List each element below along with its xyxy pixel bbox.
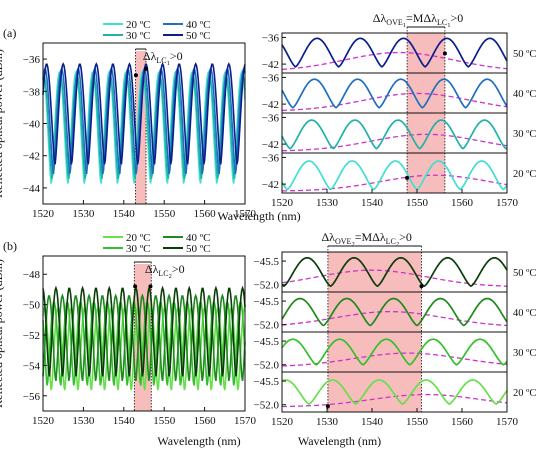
legend-entry-2: 30 ºC — [126, 30, 151, 42]
marker-point-3 — [326, 404, 330, 408]
panel-b-right: −45.5 −52.0 50 ºC −45.5 −52.0 40 ºC −45.5 −52.0… — [254, 230, 537, 428]
x-tick-label-0: 1520 — [271, 416, 294, 428]
y-axis-label: Reflected optical power (dBm) — [0, 259, 5, 408]
x-tick-label-1: 1530 — [316, 197, 339, 209]
annotation-label: ΔλOVE2=MΔλLC2>0 — [321, 230, 412, 248]
x-axis-label-a: Wavelength (nm) — [217, 209, 300, 223]
y-tick-label-0: −48 — [23, 269, 41, 281]
row-temperature-label-2: 30 ºC — [513, 348, 536, 359]
stack-row-2: −36 −42 30 ºC — [262, 112, 537, 153]
x-tick-label-3: 1550 — [406, 416, 429, 428]
x-tick-label-3: 1550 — [153, 415, 176, 427]
y-tick-label-1: −38 — [23, 86, 41, 98]
marker-point-0 — [420, 284, 424, 288]
panel-a-left: 1520 1530 1540 1550 1560 1570 −36 −38 −40 −42 −44 (… — [0, 19, 257, 220]
annotation-label: ΔλLC1>0 — [143, 49, 183, 67]
x-tick-label-2: 1540 — [361, 197, 384, 209]
series-line-1 — [282, 79, 507, 107]
y-tick-label-2-0: −45.5 — [254, 336, 280, 348]
y-tick-label-4: −56 — [23, 391, 41, 403]
y-tick-label-2-1: −52.0 — [254, 360, 280, 372]
legend-entry-2: 30 ºC — [126, 243, 151, 255]
x-axis-label-b-left: Wavelength (nm) — [157, 434, 240, 448]
y-tick-label-0-0: −36 — [262, 32, 280, 44]
annotation-label: ΔλOVE1=MΔλLC1>0 — [373, 11, 464, 29]
panel-b-left: 1520 1530 1540 1550 1560 1570 −48 −50 −52 −54 −56 (… — [0, 232, 257, 427]
y-tick-label-1-1: −52.0 — [254, 320, 280, 332]
y-tick-label-3-0: −36 — [262, 152, 280, 164]
x-tick-label-2: 1540 — [113, 208, 136, 220]
x-tick-label-0: 1520 — [271, 197, 294, 209]
y-tick-label-3: −42 — [23, 151, 40, 163]
series-line-2 — [282, 120, 507, 148]
y-tick-label-1-0: −36 — [262, 72, 280, 84]
marker-point-1 — [144, 67, 148, 71]
y-tick-label-3-0: −45.5 — [254, 376, 280, 388]
stack-row-0: −36 −42 50 ºC — [262, 32, 537, 73]
legend-entry-3: 50 ºC — [186, 243, 211, 255]
x-tick-label-0: 1520 — [32, 415, 55, 427]
x-tick-label-5: 1570 — [234, 415, 257, 427]
y-tick-label-1-0: −45.5 — [254, 296, 280, 308]
row-temperature-label-0: 50 ºC — [513, 268, 536, 279]
y-tick-label-0-1: −52.0 — [254, 280, 280, 292]
y-tick-label-2: −52 — [23, 330, 40, 342]
y-tick-label-3-1: −52.0 — [254, 400, 280, 412]
y-tick-label-3-1: −42 — [262, 179, 279, 191]
x-tick-label-3: 1550 — [153, 208, 176, 220]
legend: 20 ºC 40 ºC 30 ºC 50 ºC — [103, 19, 211, 42]
stack-row-3: −36 −42 20 ºC — [262, 152, 537, 193]
legend-entry-3: 50 ºC — [186, 30, 211, 42]
y-tick-label-0-1: −42 — [262, 59, 279, 71]
legend: 20 ºC 40 ºC 30 ºC 50 ºC — [103, 232, 211, 255]
row-temperature-label-3: 20 ºC — [513, 388, 536, 399]
y-tick-label-4: −44 — [23, 183, 41, 195]
x-axis-label-b-right: Wavelength (nm) — [298, 434, 381, 448]
x-tick-label-4: 1560 — [194, 208, 217, 220]
marker-point-0 — [443, 51, 447, 55]
panel-label: (b) — [3, 239, 17, 253]
series-line-3 — [282, 161, 507, 189]
row-temperature-label-3: 20 ºC — [513, 169, 536, 180]
stack-row-1: −36 −42 40 ºC — [262, 72, 537, 113]
x-tick-label-4: 1560 — [451, 197, 474, 209]
x-tick-label-1: 1530 — [72, 208, 95, 220]
y-tick-label-3: −54 — [23, 360, 41, 372]
y-tick-label-2: −40 — [23, 119, 41, 131]
x-tick-label-0: 1520 — [32, 208, 55, 220]
x-tick-label-2: 1540 — [113, 415, 136, 427]
y-tick-label-0: −36 — [23, 54, 41, 66]
y-tick-label-2-0: −36 — [262, 112, 280, 124]
row-temperature-label-1: 40 ºC — [513, 89, 536, 100]
marker-point-3 — [405, 176, 409, 180]
marker-point-1 — [148, 284, 152, 288]
y-tick-label-2-1: −42 — [262, 139, 279, 151]
envelope-line-3 — [282, 175, 507, 191]
x-tick-label-3: 1550 — [406, 197, 429, 209]
row-temperature-label-2: 30 ºC — [513, 129, 536, 140]
row-temperature-label-1: 40 ºC — [513, 308, 536, 319]
y-tick-label-1-1: −42 — [262, 99, 279, 111]
row-temperature-label-0: 50 ºC — [513, 49, 536, 60]
envelope-line-2 — [282, 134, 507, 150]
y-tick-label-1: −50 — [23, 300, 41, 312]
y-axis-label: Reflected optical power (dBm) — [0, 49, 5, 198]
x-tick-label-5: 1570 — [496, 416, 519, 428]
x-tick-label-4: 1560 — [451, 416, 474, 428]
x-tick-label-4: 1560 — [194, 415, 217, 427]
row-frame-3 — [282, 153, 507, 193]
y-tick-label-0-0: −45.5 — [254, 256, 280, 268]
x-tick-label-1: 1530 — [316, 416, 339, 428]
panel-label: (a) — [3, 26, 16, 40]
marker-point-0 — [134, 73, 138, 77]
x-tick-label-1: 1530 — [72, 415, 95, 427]
x-tick-label-5: 1570 — [496, 197, 519, 209]
x-tick-label-2: 1540 — [361, 416, 384, 428]
marker-point-0 — [133, 284, 137, 288]
